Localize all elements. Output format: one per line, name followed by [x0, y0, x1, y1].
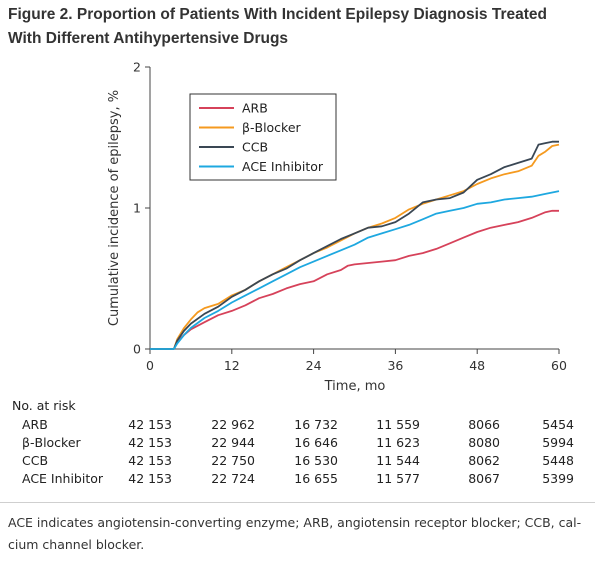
x-tick-label: 0 [146, 358, 154, 373]
risk-cell: 5448 [542, 453, 574, 468]
risk-cell: 42 153 [128, 471, 172, 486]
risk-row-label: ACE Inhibitor [22, 471, 104, 486]
risk-cell: 11 577 [376, 471, 420, 486]
risk-row-label: CCB [22, 453, 49, 468]
risk-cell: 16 655 [294, 471, 338, 486]
risk-table-row: ARB 42 153 22 962 16 732 11 559 8066 5454 [0, 417, 595, 435]
chart-legend: ARB β-Blocker CCB ACE Inhibitor [189, 93, 337, 181]
risk-cell: 16 732 [294, 417, 338, 432]
risk-cell: 5994 [542, 435, 574, 450]
risk-cell: 16 530 [294, 453, 338, 468]
risk-cell: 8080 [468, 435, 500, 450]
series-line-ace-inhibitor [150, 190, 560, 350]
risk-table-row: ACE Inhibitor 42 153 22 724 16 655 11 577 806… [0, 471, 595, 489]
x-tick-label: 12 [224, 358, 240, 373]
risk-row-label: β-Blocker [22, 435, 81, 450]
risk-cell: 8066 [468, 417, 500, 432]
risk-table-row: CCB 42 153 22 750 16 530 11 544 8062 5448 [0, 453, 595, 471]
legend-label: ARB [242, 101, 268, 116]
risk-cell: 42 153 [128, 417, 172, 432]
x-tick-label: 48 [469, 358, 485, 373]
risk-cell: 11 623 [376, 435, 420, 450]
x-tick-label: 60 [551, 358, 567, 373]
risk-cell: 22 724 [211, 471, 255, 486]
x-axis-label: Time, mo [324, 379, 386, 394]
risk-table-heading: No. at risk [12, 398, 76, 413]
legend-label: β-Blocker [242, 120, 302, 135]
risk-cell: 5399 [542, 471, 574, 486]
chart-series [150, 140, 560, 350]
risk-cell: 42 153 [128, 453, 172, 468]
series-line-arb [150, 209, 559, 350]
figure-title-line-2: With Different Antihypertensive Drugs [8, 30, 289, 47]
footnote-divider [0, 502, 595, 503]
risk-cell: 42 153 [128, 435, 172, 450]
risk-cell: 22 944 [211, 435, 255, 450]
figure-title: Figure 2. Proportion of Patients With In… [8, 3, 588, 51]
risk-table-row: β-Blocker 42 153 22 944 16 646 11 623 8080 599… [0, 435, 595, 453]
risk-cell: 8067 [468, 471, 500, 486]
series-line-ccb [150, 140, 559, 350]
risk-cell: 11 559 [376, 417, 420, 432]
y-axis-label: Cumulative incidence of epilepsy, % [107, 90, 122, 326]
risk-cell: 11 544 [376, 453, 420, 468]
risk-cell: 16 646 [294, 435, 338, 450]
footnote-line-2: cium channel blocker. [8, 537, 145, 552]
y-tick-label: 2 [133, 60, 141, 75]
legend-label: CCB [242, 140, 268, 155]
y-tick-label: 0 [133, 342, 141, 357]
risk-row-label: ARB [22, 417, 48, 432]
x-tick-label: 36 [387, 358, 403, 373]
footnote-line-1: ACE indicates angiotensin-converting enz… [8, 515, 582, 530]
figure-footnote: ACE indicates angiotensin-converting enz… [8, 512, 586, 556]
risk-cell: 5454 [542, 417, 574, 432]
y-tick-label: 1 [133, 201, 141, 216]
legend-label: ACE Inhibitor [242, 159, 324, 174]
x-tick-label: 24 [306, 358, 322, 373]
risk-cell: 22 750 [211, 453, 255, 468]
figure-title-line-1: Figure 2. Proportion of Patients With In… [8, 6, 547, 23]
risk-cell: 8062 [468, 453, 500, 468]
risk-cell: 22 962 [211, 417, 255, 432]
